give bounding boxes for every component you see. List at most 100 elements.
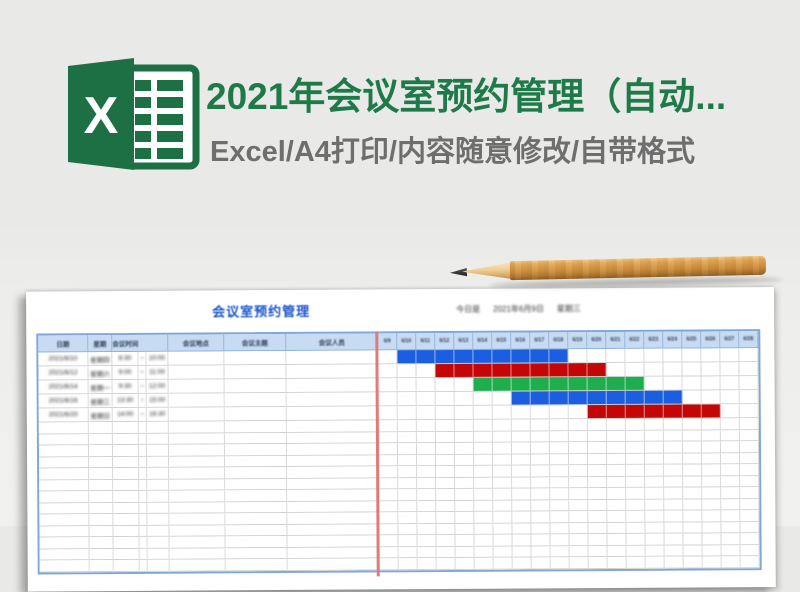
empty-cell[interactable] bbox=[287, 558, 380, 571]
cell-meeting-time[interactable] bbox=[112, 433, 169, 446]
empty-day-cell[interactable] bbox=[702, 498, 722, 511]
day-header-18[interactable]: 6/26 bbox=[701, 331, 721, 349]
cell-meeting-time[interactable] bbox=[113, 490, 170, 503]
empty-day-cell[interactable] bbox=[664, 533, 684, 546]
gantt-cell[interactable] bbox=[454, 377, 474, 392]
empty-day-cell[interactable] bbox=[549, 442, 570, 454]
gantt-bar-cell[interactable] bbox=[549, 377, 569, 392]
time-separator[interactable]: ~ bbox=[138, 351, 147, 365]
day-header-6[interactable]: 6/14 bbox=[473, 332, 493, 350]
gantt-bar-cell[interactable] bbox=[625, 376, 645, 391]
empty-day-cell[interactable] bbox=[436, 488, 456, 501]
cell-attendees[interactable] bbox=[286, 392, 379, 407]
gantt-cell[interactable] bbox=[397, 392, 417, 407]
empty-day-cell[interactable] bbox=[721, 544, 741, 557]
empty-day-cell[interactable] bbox=[683, 475, 703, 488]
empty-day-cell[interactable] bbox=[397, 420, 417, 432]
empty-day-cell[interactable] bbox=[398, 489, 418, 501]
gantt-bar-cell[interactable] bbox=[663, 404, 683, 419]
cell-location[interactable] bbox=[168, 365, 225, 380]
empty-day-cell[interactable] bbox=[454, 419, 474, 432]
empty-day-cell[interactable] bbox=[607, 499, 627, 512]
empty-day-cell[interactable] bbox=[417, 558, 437, 570]
empty-day-cell[interactable] bbox=[493, 465, 513, 478]
gantt-cell[interactable] bbox=[682, 390, 702, 405]
time-separator[interactable] bbox=[139, 479, 148, 490]
day-header-19[interactable]: 6/27 bbox=[720, 331, 740, 349]
gantt-bar-cell[interactable] bbox=[663, 390, 683, 405]
empty-cell[interactable] bbox=[225, 535, 288, 548]
cell-topic[interactable] bbox=[224, 378, 287, 394]
time-end[interactable] bbox=[147, 502, 168, 513]
time-start[interactable]: 13:30 bbox=[112, 393, 139, 408]
empty-day-cell[interactable] bbox=[607, 453, 627, 466]
empty-day-cell[interactable] bbox=[701, 418, 721, 430]
empty-day-cell[interactable] bbox=[417, 454, 437, 467]
empty-cell[interactable] bbox=[225, 524, 288, 537]
empty-day-cell[interactable] bbox=[702, 475, 722, 488]
empty-day-cell[interactable] bbox=[493, 557, 513, 570]
time-end[interactable]: 12:00 bbox=[147, 380, 168, 393]
cell-attendees[interactable] bbox=[286, 364, 379, 379]
empty-day-cell[interactable] bbox=[493, 454, 513, 466]
gantt-bar-cell[interactable] bbox=[644, 404, 664, 419]
gantt-cell[interactable] bbox=[625, 348, 645, 363]
empty-day-cell[interactable] bbox=[702, 452, 722, 465]
gantt-cell[interactable] bbox=[701, 348, 721, 363]
gantt-cell[interactable] bbox=[454, 405, 474, 420]
empty-day-cell[interactable] bbox=[739, 418, 759, 430]
empty-day-cell[interactable] bbox=[493, 477, 513, 489]
time-separator[interactable] bbox=[139, 467, 148, 479]
gantt-cell[interactable] bbox=[473, 391, 493, 406]
empty-day-cell[interactable] bbox=[474, 465, 494, 478]
empty-day-cell[interactable] bbox=[702, 533, 722, 545]
empty-cell[interactable] bbox=[287, 454, 380, 467]
gantt-bar-cell[interactable] bbox=[530, 377, 550, 392]
empty-day-cell[interactable] bbox=[417, 512, 437, 524]
cell-attendees[interactable] bbox=[286, 406, 379, 421]
time-separator[interactable]: ~ bbox=[138, 407, 147, 421]
empty-day-cell[interactable] bbox=[588, 511, 608, 523]
gantt-bar-cell[interactable] bbox=[473, 363, 493, 378]
empty-cell[interactable] bbox=[287, 477, 380, 490]
gantt-cell[interactable] bbox=[663, 362, 683, 377]
empty-day-cell[interactable] bbox=[455, 546, 475, 558]
empty-day-cell[interactable] bbox=[550, 453, 570, 466]
cell-meeting-time[interactable] bbox=[113, 536, 170, 549]
time-start[interactable]: 14:00 bbox=[112, 407, 139, 422]
empty-day-cell[interactable] bbox=[416, 431, 436, 444]
empty-day-cell[interactable] bbox=[512, 453, 532, 466]
empty-cell[interactable] bbox=[39, 537, 90, 549]
gantt-bar-cell[interactable] bbox=[530, 391, 550, 406]
empty-day-cell[interactable] bbox=[417, 489, 437, 501]
gantt-cell[interactable] bbox=[625, 362, 645, 377]
empty-day-cell[interactable] bbox=[493, 523, 513, 535]
empty-day-cell[interactable] bbox=[701, 441, 722, 453]
gantt-bar-cell[interactable] bbox=[530, 349, 550, 364]
empty-day-cell[interactable] bbox=[625, 418, 645, 431]
gantt-cell[interactable] bbox=[416, 364, 436, 379]
empty-day-cell[interactable] bbox=[702, 521, 722, 534]
empty-day-cell[interactable] bbox=[721, 510, 741, 522]
day-header-5[interactable]: 6/13 bbox=[454, 332, 474, 350]
time-separator[interactable] bbox=[139, 536, 148, 548]
empty-day-cell[interactable] bbox=[474, 546, 494, 558]
time-end[interactable] bbox=[147, 445, 168, 456]
day-header-13[interactable]: 6/21 bbox=[606, 331, 626, 350]
empty-day-cell[interactable] bbox=[569, 465, 589, 477]
time-end[interactable]: 10:00 bbox=[146, 352, 167, 365]
gantt-cell[interactable] bbox=[720, 362, 740, 377]
empty-day-cell[interactable] bbox=[531, 522, 551, 535]
gantt-bar-cell[interactable] bbox=[530, 363, 550, 378]
empty-day-cell[interactable] bbox=[626, 476, 646, 488]
empty-cell[interactable] bbox=[225, 466, 288, 479]
empty-day-cell[interactable] bbox=[740, 487, 760, 499]
time-separator[interactable] bbox=[139, 502, 148, 513]
empty-day-cell[interactable] bbox=[455, 557, 475, 570]
empty-day-cell[interactable] bbox=[702, 487, 722, 499]
empty-cell[interactable] bbox=[39, 468, 90, 480]
empty-day-cell[interactable] bbox=[550, 522, 570, 535]
gantt-cell[interactable] bbox=[397, 364, 417, 379]
empty-cell[interactable] bbox=[225, 547, 288, 560]
empty-day-cell[interactable] bbox=[682, 429, 702, 442]
